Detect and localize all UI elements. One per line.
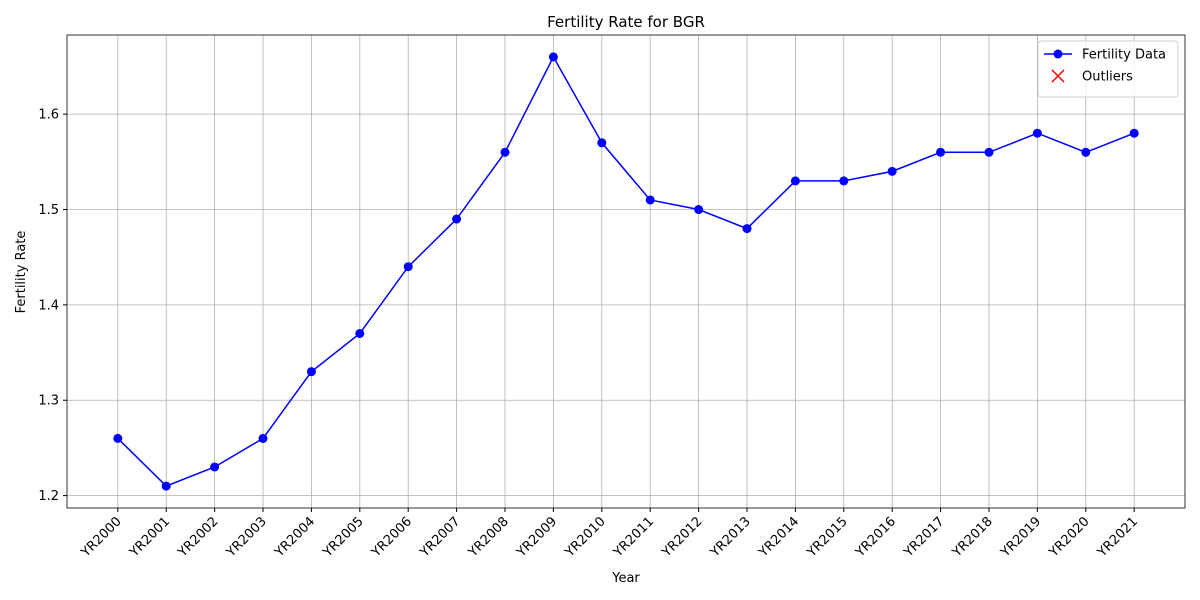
x-tick-label: YR2013	[707, 514, 754, 561]
x-tick-label: YR2011	[610, 514, 657, 561]
x-tick-label: YR2003	[223, 514, 270, 561]
point	[597, 138, 607, 148]
point	[403, 262, 413, 272]
x-tick-label: YR2001	[126, 514, 173, 561]
point	[839, 176, 849, 186]
y-tick-label: 1.2	[38, 489, 59, 504]
point	[1081, 147, 1091, 157]
point	[790, 176, 800, 186]
x-axis-label: Year	[611, 571, 640, 586]
x-tick-label: YR2020	[1046, 514, 1093, 561]
x-tick-label: YR2004	[272, 514, 319, 561]
point	[1129, 128, 1139, 138]
point	[452, 214, 462, 224]
point	[548, 52, 558, 62]
point	[1032, 128, 1042, 138]
point	[355, 328, 365, 338]
x-tick-label: YR2012	[659, 514, 706, 561]
y-tick-label: 1.4	[38, 298, 59, 313]
x-tick-label: YR2005	[320, 514, 367, 561]
x-tick-label: YR2008	[465, 514, 512, 561]
point	[984, 147, 994, 157]
x-tick-label: YR2009	[514, 514, 561, 561]
point	[887, 166, 897, 176]
point	[210, 462, 220, 472]
x-tick-label: YR2017	[901, 514, 948, 561]
y-tick-label: 1.6	[38, 108, 59, 123]
x-tick-label: YR2006	[368, 514, 415, 561]
point	[161, 481, 171, 491]
x-tick-label: YR2007	[417, 514, 464, 561]
legend-marker	[1053, 49, 1063, 59]
point	[645, 195, 655, 205]
point	[936, 147, 946, 157]
x-tick-label: YR2019	[998, 514, 1045, 561]
point	[500, 147, 510, 157]
x-tick-label: YR2014	[756, 514, 803, 561]
chart-title: Fertility Rate for BGR	[547, 13, 705, 31]
line	[117, 55, 1135, 487]
point	[742, 224, 752, 234]
point	[113, 433, 123, 443]
x-tick-label: YR2016	[852, 514, 899, 561]
plot-frame	[66, 34, 1186, 509]
x-tick-label: YR2002	[175, 514, 222, 561]
x-tick-label: YR2000	[78, 514, 125, 561]
x-tick-label: YR2010	[562, 514, 609, 561]
point	[694, 205, 704, 215]
x-tick-label: YR2018	[949, 514, 996, 561]
legend-box	[1037, 40, 1179, 98]
y-tick-label: 1.3	[38, 394, 59, 409]
x-tick-label: YR2021	[1094, 514, 1141, 561]
legend-label: Fertility Data	[1082, 48, 1166, 63]
y-axis-label: Fertility Rate	[14, 231, 29, 314]
point	[258, 433, 268, 443]
legend-label: Outliers	[1082, 70, 1133, 85]
legend-marker	[1051, 69, 1065, 83]
x-tick-label: YR2015	[804, 514, 851, 561]
y-tick-label: 1.5	[38, 203, 59, 218]
point	[306, 367, 316, 377]
